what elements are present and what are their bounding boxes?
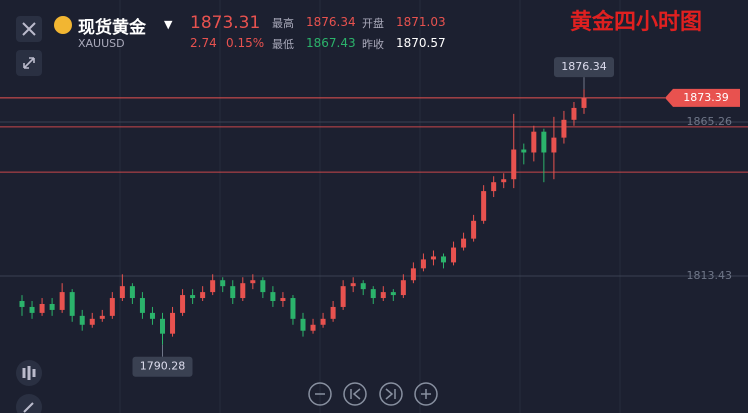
next[interactable] bbox=[379, 382, 403, 406]
change: 2.74 bbox=[190, 36, 217, 50]
stat-label: 最高 bbox=[272, 17, 294, 30]
candle-body bbox=[471, 220, 477, 239]
candle-body bbox=[59, 292, 65, 310]
candle-body bbox=[360, 283, 366, 290]
price-label: 1865.26 bbox=[687, 115, 733, 128]
candle-body bbox=[420, 259, 426, 269]
candle-body bbox=[149, 312, 155, 319]
stat-label: 昨收 bbox=[362, 38, 384, 51]
instrument-name[interactable]: 现货黄金 bbox=[78, 18, 146, 38]
zoom-controls bbox=[308, 382, 438, 406]
candle-body bbox=[541, 131, 547, 153]
candle-body bbox=[461, 238, 467, 248]
gold-icon bbox=[54, 16, 72, 34]
candle-body bbox=[180, 295, 186, 313]
candle-body bbox=[200, 292, 206, 299]
candle-body bbox=[129, 286, 135, 299]
candle-body bbox=[99, 315, 105, 319]
stat-label: 最低 bbox=[272, 38, 294, 51]
candle-body bbox=[390, 292, 396, 296]
candle-body bbox=[410, 268, 416, 281]
stat-value: 1871.03 bbox=[396, 15, 446, 29]
candle-body bbox=[79, 315, 85, 325]
change-pct: 0.15% bbox=[226, 36, 265, 50]
candle-body bbox=[220, 280, 226, 287]
zoom-in[interactable] bbox=[414, 382, 438, 406]
candle-body bbox=[260, 280, 266, 293]
candle-body bbox=[89, 318, 95, 325]
current-price-label: 1873.39 bbox=[683, 91, 729, 104]
close-button[interactable] bbox=[16, 16, 42, 42]
draw-button[interactable] bbox=[16, 394, 42, 413]
stat-label: 开盘 bbox=[362, 17, 384, 30]
candle-body bbox=[29, 306, 35, 313]
prev[interactable] bbox=[343, 382, 367, 406]
candle-body bbox=[290, 298, 296, 319]
candle-body bbox=[19, 301, 25, 307]
candle-body bbox=[170, 312, 176, 334]
candle-body bbox=[240, 283, 246, 299]
candle-body bbox=[441, 256, 446, 263]
candle-body bbox=[49, 303, 55, 310]
candle-body bbox=[491, 182, 497, 192]
candle-body bbox=[340, 286, 346, 307]
low-bubble bbox=[132, 356, 193, 377]
stat-value: 1870.57 bbox=[396, 36, 446, 50]
high-bubble bbox=[554, 57, 614, 78]
watermark: 黄金四小时图 bbox=[570, 9, 703, 35]
candle-body bbox=[571, 107, 577, 120]
candle-body bbox=[280, 298, 286, 302]
candle-type-button[interactable] bbox=[16, 360, 42, 386]
candle-body bbox=[350, 283, 356, 287]
candle-body bbox=[139, 298, 145, 313]
candle-body bbox=[39, 303, 45, 313]
candle-body bbox=[270, 292, 276, 302]
candle-body bbox=[481, 191, 487, 221]
stat-value: 1876.34 bbox=[306, 15, 356, 29]
candle-body bbox=[400, 280, 406, 296]
candle-body bbox=[310, 324, 316, 331]
low-marker: 1790.28 bbox=[140, 360, 186, 373]
price: 1873.31 bbox=[190, 13, 261, 33]
candle-body bbox=[109, 298, 115, 316]
candle-body bbox=[370, 289, 376, 299]
candle-body bbox=[300, 318, 306, 331]
candle-body bbox=[430, 256, 436, 260]
candle-body bbox=[320, 318, 326, 325]
grid bbox=[119, 0, 621, 413]
candle-body bbox=[501, 179, 507, 183]
expand-button[interactable] bbox=[16, 50, 42, 76]
candle-body bbox=[330, 306, 336, 319]
candle-body bbox=[119, 286, 125, 299]
candle-body bbox=[581, 97, 587, 108]
candle-body bbox=[511, 149, 517, 180]
symbol: XAUUSD bbox=[78, 37, 125, 50]
candle-body bbox=[210, 280, 216, 293]
zoom-out[interactable] bbox=[308, 382, 332, 406]
candle-body bbox=[230, 286, 236, 299]
price-label: 1813.43 bbox=[687, 269, 733, 282]
candle-body bbox=[380, 292, 386, 299]
high-marker: 1876.34 bbox=[561, 60, 607, 73]
candle-body bbox=[160, 318, 165, 334]
stat-value: 1867.43 bbox=[306, 36, 356, 50]
candle-body bbox=[451, 247, 457, 263]
candle-body bbox=[250, 280, 256, 284]
candle-body bbox=[521, 149, 527, 153]
candle-body bbox=[531, 131, 537, 153]
dropdown-arrow[interactable]: ▼ bbox=[164, 18, 173, 31]
candle-body bbox=[551, 137, 557, 153]
candle-body bbox=[561, 119, 567, 138]
candle-body bbox=[190, 295, 196, 299]
current-price-tag bbox=[665, 88, 740, 107]
candle-body bbox=[69, 292, 75, 316]
